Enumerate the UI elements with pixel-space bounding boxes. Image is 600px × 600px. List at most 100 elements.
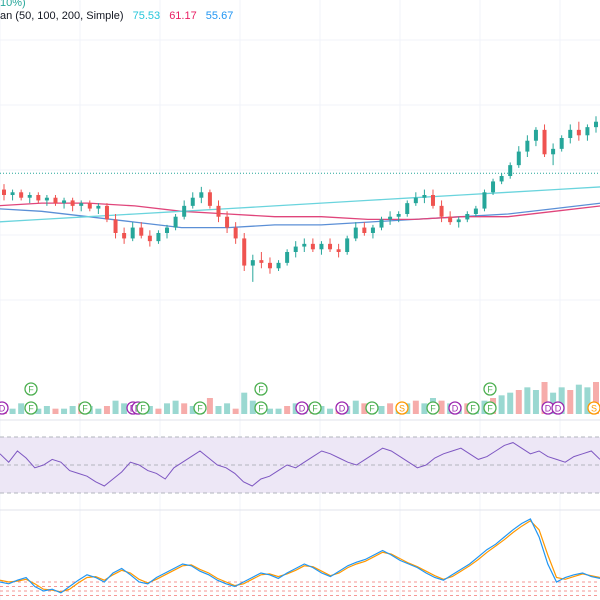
event-badge xyxy=(426,401,440,415)
event-d-icon[interactable]: D xyxy=(551,401,565,415)
candle-body xyxy=(242,238,247,266)
candle-body xyxy=(413,197,418,204)
event-letter: F xyxy=(470,404,476,414)
candle-body xyxy=(225,216,230,228)
candle-body xyxy=(10,192,15,195)
event-d-icon[interactable]: D xyxy=(0,401,9,415)
event-f-icon[interactable]: F xyxy=(78,401,92,415)
candle-body xyxy=(525,140,530,152)
volume-bar xyxy=(438,400,445,414)
stoch-k-line xyxy=(0,518,600,594)
event-f-icon[interactable]: F xyxy=(24,401,38,415)
event-d-icon[interactable]: D xyxy=(335,401,349,415)
candle-body xyxy=(448,216,453,223)
event-f-icon[interactable]: F xyxy=(308,401,322,415)
candle-body xyxy=(508,165,513,176)
candle-body xyxy=(250,260,255,266)
legend-change-fragment: 10%) xyxy=(0,0,26,9)
candle-body xyxy=(207,192,212,206)
event-s-icon[interactable]: S xyxy=(395,401,409,415)
volume-bar xyxy=(558,387,565,414)
candle-body xyxy=(328,243,333,250)
volume-bar xyxy=(412,400,419,414)
event-f-icon[interactable]: F xyxy=(24,382,38,396)
event-badge xyxy=(0,401,9,415)
volume-bar xyxy=(52,408,59,414)
event-badge xyxy=(193,401,207,415)
event-badge xyxy=(78,401,92,415)
event-letter: F xyxy=(430,404,436,414)
event-f-icon[interactable]: F xyxy=(483,382,497,396)
event-badge xyxy=(395,401,409,415)
event-markers: DFFFDDFFFFDFDFSFDFFFDDS xyxy=(0,382,600,415)
candle-body xyxy=(585,127,590,136)
volume-bar xyxy=(361,403,368,414)
event-letter: F xyxy=(487,404,493,414)
ma50-value: 75.53 xyxy=(132,10,161,22)
event-d-icon[interactable]: D xyxy=(448,401,462,415)
candle-body xyxy=(259,260,264,263)
candle-body xyxy=(559,138,564,149)
volume-bar xyxy=(584,387,591,414)
event-letter: F xyxy=(197,404,203,414)
volume-bar xyxy=(121,403,128,414)
event-letter: F xyxy=(487,385,493,395)
event-f-icon[interactable]: F xyxy=(254,401,268,415)
candle-body xyxy=(456,219,461,223)
event-f-icon[interactable]: F xyxy=(426,401,440,415)
event-letter: F xyxy=(28,404,34,414)
candle-body xyxy=(499,176,504,182)
event-letter: S xyxy=(399,404,405,414)
event-s-icon[interactable]: S xyxy=(587,401,600,415)
candle-body xyxy=(594,121,598,128)
event-f-icon[interactable]: F xyxy=(365,401,379,415)
event-letter: D xyxy=(555,404,562,414)
volume-bar xyxy=(95,408,102,414)
rsi-line xyxy=(0,442,600,487)
event-f-icon[interactable]: F xyxy=(193,401,207,415)
event-badge xyxy=(136,401,150,415)
event-badge xyxy=(335,401,349,415)
event-badge xyxy=(254,401,268,415)
candle-body xyxy=(156,233,161,242)
event-d-icon[interactable]: D xyxy=(295,401,309,415)
event-letter: F xyxy=(258,385,264,395)
event-badge xyxy=(551,401,565,415)
candle-body xyxy=(422,195,427,198)
volume-bar xyxy=(146,406,153,414)
event-badge xyxy=(308,401,322,415)
volume-bar xyxy=(43,406,50,414)
event-letter: S xyxy=(591,404,597,414)
volume-bar xyxy=(327,408,334,414)
candle-body xyxy=(551,148,556,155)
candle-body xyxy=(310,243,315,250)
candle-body xyxy=(370,227,375,233)
candle-body xyxy=(44,197,49,201)
stoch-d-line xyxy=(0,520,600,593)
candle-body xyxy=(79,203,84,206)
candle-body xyxy=(336,249,341,252)
event-letter: D xyxy=(299,404,306,414)
moving-average-legend[interactable]: an (50, 100, 200, Simple) 75.53 61.17 55… xyxy=(0,10,233,23)
candle-body xyxy=(285,252,290,263)
candle-body xyxy=(319,243,324,250)
ma200-value: 55.67 xyxy=(205,10,234,22)
volume-bar xyxy=(318,406,325,414)
candle-body xyxy=(216,205,221,217)
event-f-icon[interactable]: F xyxy=(483,401,497,415)
event-badge xyxy=(587,401,600,415)
event-badge xyxy=(365,401,379,415)
candle-body xyxy=(439,205,444,217)
candle-body xyxy=(104,205,109,220)
event-f-icon[interactable]: F xyxy=(136,401,150,415)
volume-bar xyxy=(532,390,539,414)
event-f-icon[interactable]: F xyxy=(254,382,268,396)
candle-body xyxy=(190,197,195,206)
volume-bar xyxy=(266,408,273,414)
event-f-icon[interactable]: F xyxy=(466,401,480,415)
candle-body xyxy=(473,208,478,214)
candle-body xyxy=(576,129,581,136)
candle-body xyxy=(199,192,204,198)
